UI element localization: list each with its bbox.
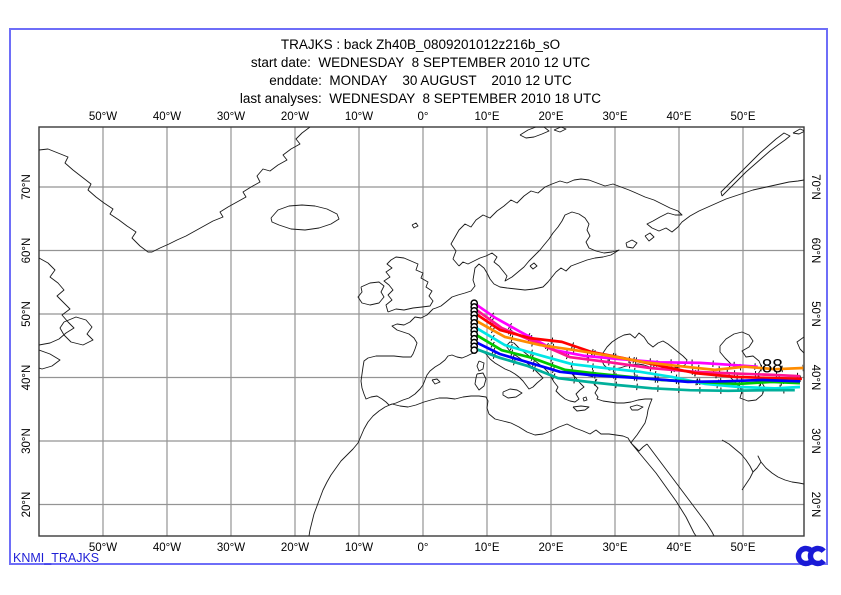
map-frame xyxy=(38,126,805,537)
lon-label-top: 30°E xyxy=(602,111,627,123)
lat-label-left: 70°N xyxy=(21,174,33,200)
coast-scandinavia-arctic xyxy=(450,178,804,267)
lat-label-right: 40°N xyxy=(809,365,821,391)
lon-label-top: 40°E xyxy=(666,111,691,123)
traj-red xyxy=(473,311,802,381)
coast-north-africa xyxy=(308,395,632,536)
coast-svalbard xyxy=(519,127,567,139)
traj-teal xyxy=(473,347,795,393)
lat-label-right: 50°N xyxy=(809,301,821,327)
trajectories: 88 xyxy=(470,299,804,395)
lon-label-top: 40°W xyxy=(153,111,181,123)
ecmwf-logo xyxy=(795,545,826,567)
lat-label-right: 30°N xyxy=(809,428,821,454)
trajectory-time-ticks xyxy=(472,310,802,383)
lat-label-right: 20°N xyxy=(809,492,821,518)
trajectory-end-label: 88 xyxy=(762,357,783,378)
lat-label-left: 20°N xyxy=(21,492,33,518)
coast-british-isles xyxy=(357,256,434,313)
traj-magenta xyxy=(473,302,758,369)
traj-orange xyxy=(473,318,804,372)
lon-label-bottom: 10°W xyxy=(345,542,373,554)
coastlines xyxy=(39,127,804,536)
lat-label-left: 50°N xyxy=(21,301,33,327)
lon-label-top: 30°W xyxy=(217,111,245,123)
lon-label-bottom: 50°W xyxy=(89,542,117,554)
lon-label-bottom: 30°E xyxy=(602,542,627,554)
coast-novaya-zemlya xyxy=(720,128,804,197)
coast-turkey-levant xyxy=(593,378,653,444)
start-date-line: start date: WEDNESDAY 8 SEPTEMBER 2010 1… xyxy=(250,55,591,70)
lon-label-bottom: 0° xyxy=(418,542,429,554)
map-grid: 50°W 50°W 40°W 40°W 30°W 30°W 20°W 20°W 10°W 10°W… xyxy=(21,111,821,554)
coast-europe-mainland xyxy=(360,211,620,406)
lon-label-top: 20°W xyxy=(281,111,309,123)
lat-label-left: 60°N xyxy=(21,238,33,264)
coast-persian-gulf xyxy=(721,439,804,491)
lon-label-top: 20°E xyxy=(538,111,563,123)
lon-label-top: 50°W xyxy=(89,111,117,123)
coast-red-sea xyxy=(630,442,715,536)
lon-label-bottom: 20°W xyxy=(281,542,309,554)
end-date-line: enddate: MONDAY 30 AUGUST 2010 12 UTC xyxy=(269,73,572,88)
lon-label-bottom: 50°E xyxy=(730,542,755,554)
plot-header: TRAJKS : back Zh40B_0809201012z216b_sO s… xyxy=(0,36,841,108)
lon-label-bottom: 20°E xyxy=(538,542,563,554)
coast-black-sea xyxy=(600,332,688,371)
lon-label-top: 0° xyxy=(418,111,429,123)
lat-label-right: 60°N xyxy=(809,238,821,264)
lon-label-bottom: 40°E xyxy=(666,542,691,554)
release-point-marker xyxy=(470,346,479,355)
model-id-label: KNMI_TRAJKS xyxy=(13,551,100,565)
plot-title: TRAJKS : back Zh40B_0809201012z216b_sO xyxy=(280,37,561,52)
coast-iceland xyxy=(270,204,419,231)
lat-label-right: 70°N xyxy=(809,174,821,200)
lon-label-top: 50°E xyxy=(730,111,755,123)
lon-label-top: 10°E xyxy=(474,111,499,123)
coast-islands xyxy=(431,262,644,412)
traj-blue xyxy=(473,340,801,384)
lat-label-left: 30°N xyxy=(21,428,33,454)
coast-labrador xyxy=(39,257,94,370)
lat-label-left: 40°N xyxy=(21,365,33,391)
coast-lakes xyxy=(625,232,655,249)
lon-label-bottom: 10°E xyxy=(474,542,499,554)
lon-label-bottom: 40°W xyxy=(153,542,181,554)
lon-label-top: 10°W xyxy=(345,111,373,123)
coast-greenland xyxy=(39,127,311,253)
last-analyses-line: last analyses: WEDNESDAY 8 SEPTEMBER 201… xyxy=(239,91,602,106)
lon-label-bottom: 30°W xyxy=(217,542,245,554)
traj-cyan xyxy=(473,325,801,390)
